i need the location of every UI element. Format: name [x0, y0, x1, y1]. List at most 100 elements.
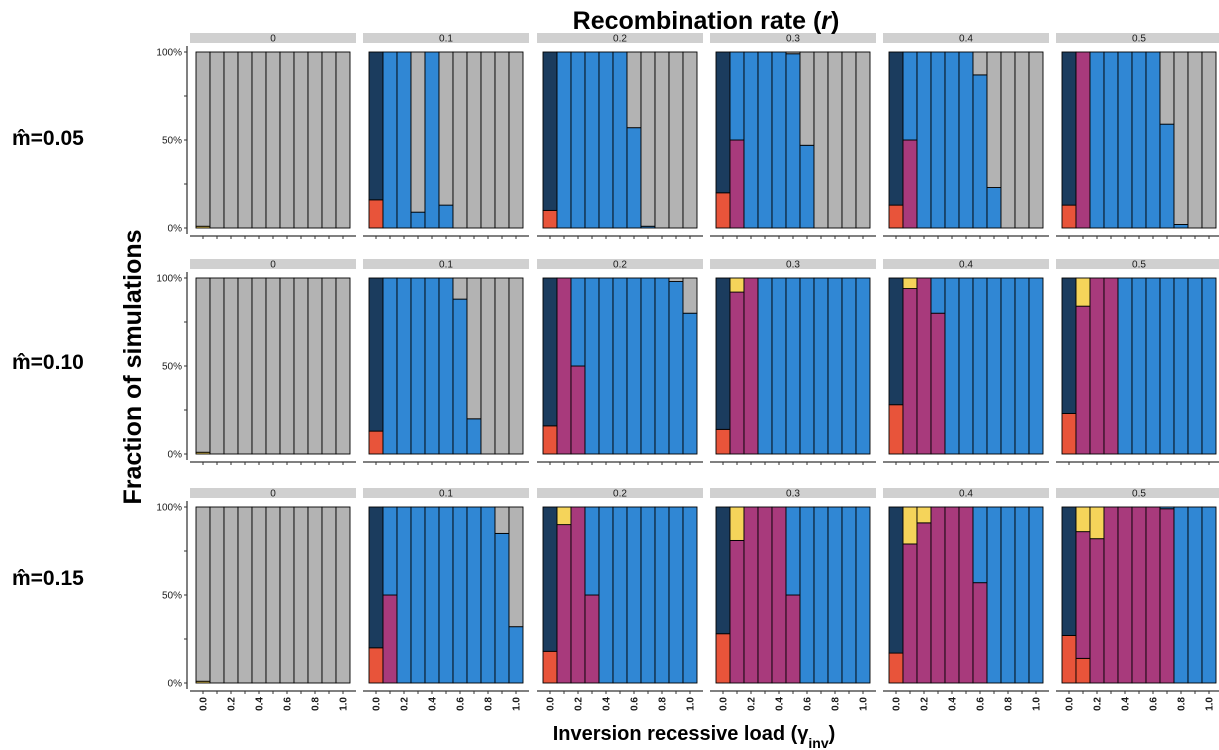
facet-strip	[363, 488, 529, 498]
bar-segment-blue	[382, 277, 398, 455]
row-label: m̂=0.05	[12, 127, 84, 150]
bar-segment-blue	[944, 51, 960, 229]
x-tick-label: 0.0	[199, 697, 210, 711]
bar-segment-blue	[682, 506, 698, 684]
bar-segment-grey	[466, 277, 482, 420]
x-tick-label: 0.0	[719, 697, 730, 711]
bar-segment-grey	[480, 51, 496, 229]
bar-segment-navy	[888, 506, 904, 654]
facet-r1-c2: 0.2	[537, 259, 703, 465]
x-tick-label: 1.0	[859, 697, 870, 711]
facet-r0-c0: 0 0% 50% 100%	[156, 33, 356, 239]
bar-segment-grey	[682, 277, 698, 314]
bar-segment-purple	[1117, 506, 1133, 684]
bar-segment-blue	[1014, 506, 1030, 684]
bar-segment-grey	[251, 506, 267, 684]
bar-segment-purple	[1075, 51, 1091, 229]
bar-segment-blue	[1187, 506, 1203, 684]
bar-segment-red	[1061, 413, 1077, 455]
bar-segment-blue	[682, 312, 698, 455]
bar-segment-blue	[1000, 277, 1016, 455]
bar-segment-blue	[612, 277, 628, 455]
facet-strip-label: 0.5	[1132, 260, 1146, 271]
bar-segment-purple	[916, 522, 932, 684]
bar-segment-navy	[715, 51, 731, 194]
bar-segment-purple	[570, 365, 586, 455]
facet-strip	[363, 259, 529, 269]
x-tick-label: 0.2	[400, 697, 411, 711]
bar-segment-blue	[1103, 51, 1119, 229]
bar-segment-purple	[729, 291, 745, 455]
x-tick-label: 0.4	[775, 697, 786, 711]
x-axis-label: Inversion recessive load (γinv)	[553, 723, 836, 750]
bar-segment-navy	[542, 506, 558, 652]
bar-segment-yellow	[916, 506, 932, 524]
facet-strip-label: 0.4	[959, 260, 973, 271]
bar-segment-red	[542, 425, 558, 455]
bar-segment-blue	[916, 51, 932, 229]
x-tick-label: 1.0	[512, 697, 523, 711]
x-tick-label: 0.2	[227, 697, 238, 711]
bar-segment-yellow	[729, 277, 745, 293]
bar-segment-blue	[1145, 277, 1161, 455]
bar-segment-blue	[438, 204, 454, 229]
bar-segment-blue	[612, 506, 628, 684]
bar-segment-blue	[556, 51, 572, 229]
bar-segment-blue	[813, 277, 829, 455]
bar-segment-blue	[1089, 51, 1105, 229]
x-tick-label: 1.0	[339, 697, 350, 711]
bar-segment-purple	[1145, 506, 1161, 684]
bar-segment-grey	[452, 277, 468, 300]
bar-segment-blue	[654, 277, 670, 455]
bar-segment-blue	[598, 506, 614, 684]
bar-segment-blue	[1173, 277, 1189, 455]
facet-strip	[190, 259, 356, 269]
facet-strip-label: 0.1	[439, 489, 453, 500]
bar-segment-grey	[209, 277, 225, 455]
bar-segment-purple	[1159, 508, 1175, 684]
bar-segment-blue	[972, 74, 988, 229]
bar-segment-blue	[410, 211, 426, 229]
y-axis-label: Fraction of simulations	[119, 229, 147, 504]
title-text-part: Recombination rate (	[573, 7, 822, 35]
facet-strip	[363, 33, 529, 43]
y-tick-label: 0%	[168, 679, 183, 690]
x-tick-label: 0.4	[255, 697, 266, 711]
facet-strip-label: 0	[270, 489, 276, 500]
facet-r2-c3: 0.3 0.0 0.2 0.4 0.6 0.8 1.0	[710, 488, 876, 711]
facet-strip	[190, 488, 356, 498]
facet-strip	[710, 33, 876, 43]
x-tick-label: 0.6	[803, 697, 814, 711]
bar-segment-blue	[1201, 277, 1217, 455]
bar-segment-grey	[508, 506, 524, 628]
bar-segment-grey	[307, 277, 323, 455]
bar-segment-navy	[542, 51, 558, 211]
bar-segment-grey	[438, 51, 454, 206]
bar-segment-blue	[1131, 277, 1147, 455]
bar-segment-blue	[452, 506, 468, 684]
bar-segment-grey	[195, 277, 211, 453]
bar-segment-blue	[452, 298, 468, 455]
facet-strip	[710, 259, 876, 269]
facet-r2-c4: 0.4 0.0 0.2 0.4 0.6 0.8 1.0	[883, 488, 1049, 711]
facet-r0-c1: 0.1	[363, 33, 529, 239]
bar-segment-purple	[1089, 277, 1105, 455]
bar-segment-purple	[382, 594, 398, 684]
bar-segment-grey	[335, 51, 351, 229]
facet-strip	[1056, 488, 1219, 498]
bar-segment-purple	[771, 506, 787, 684]
bar-segment-blue	[1131, 51, 1147, 229]
bar-segment-grey	[321, 506, 337, 684]
bar-segment-grey	[265, 277, 281, 455]
bar-segment-purple	[930, 506, 946, 684]
bar-segment-purple	[570, 506, 586, 684]
bar-segment-grey	[1159, 51, 1175, 125]
x-tick-label: 0.8	[1004, 697, 1015, 711]
bar-segment-blue	[944, 277, 960, 455]
bar-segment-blue	[1014, 277, 1030, 455]
bar-segment-navy	[888, 277, 904, 406]
bar-segment-yellow	[1089, 506, 1105, 540]
bar-segment-blue	[813, 506, 829, 684]
bar-segment-purple	[902, 543, 918, 684]
